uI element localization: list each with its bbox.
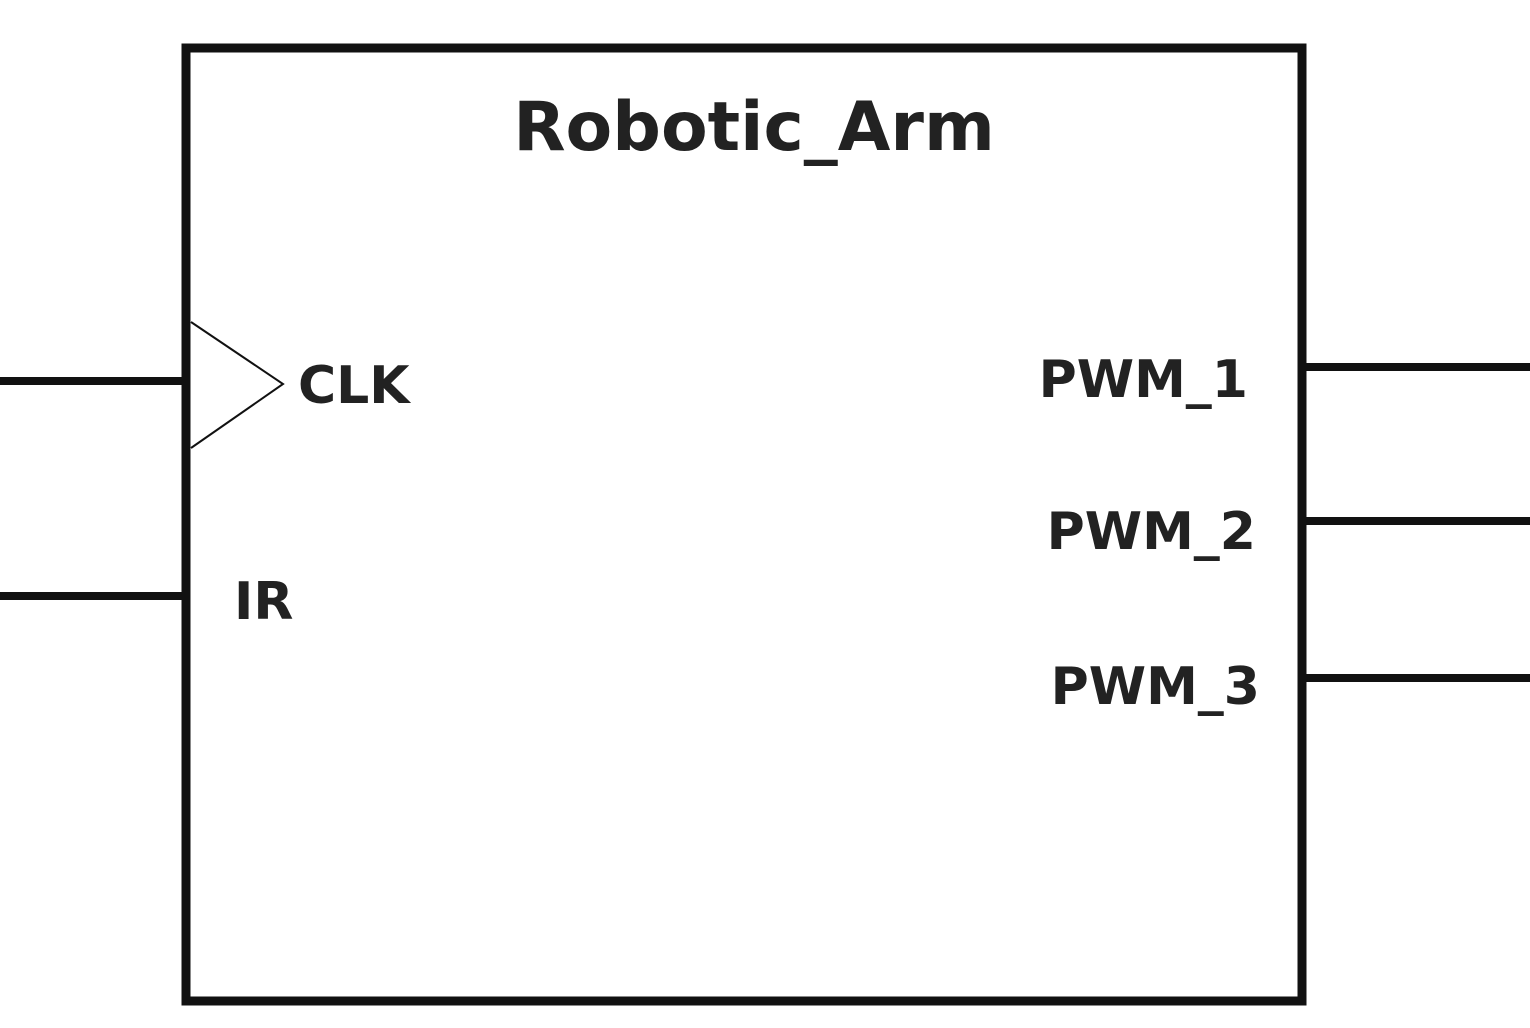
clock-edge-icon bbox=[190, 321, 285, 449]
port-label-pwm1: PWM_1 bbox=[1039, 350, 1248, 410]
module-title: Robotic_Arm bbox=[513, 88, 995, 167]
port-label-clk: CLK bbox=[298, 356, 411, 416]
module-block bbox=[181, 43, 1307, 1006]
port-label-pwm3: PWM_3 bbox=[1051, 657, 1260, 717]
port-label-ir: IR bbox=[234, 572, 293, 632]
port-label-pwm2: PWM_2 bbox=[1047, 502, 1256, 562]
